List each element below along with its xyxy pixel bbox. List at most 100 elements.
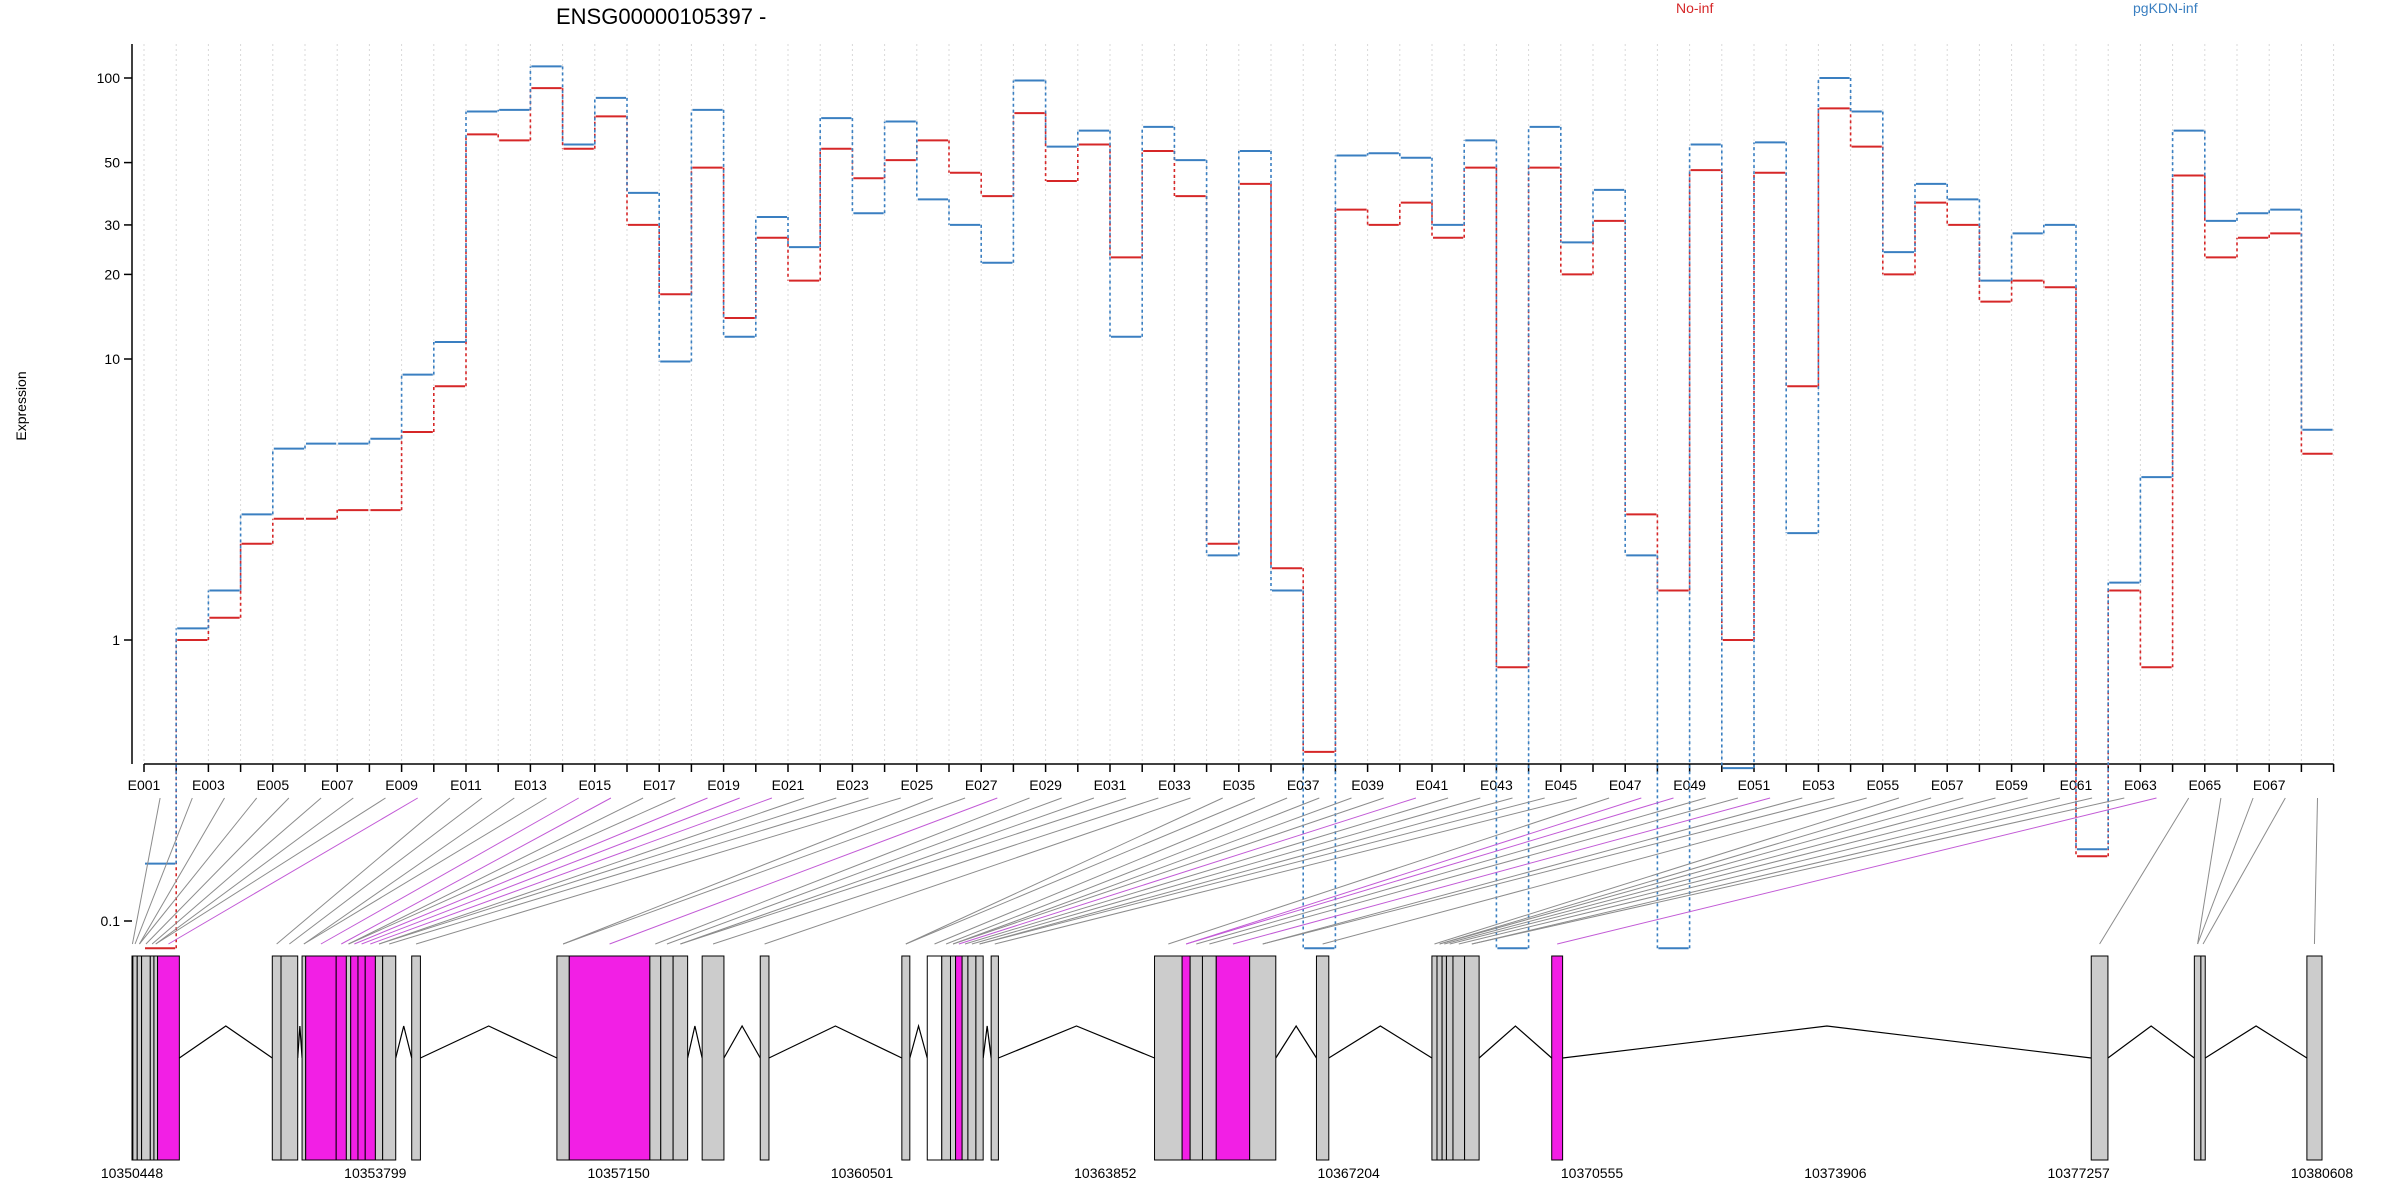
intron-line [395, 1025, 413, 1059]
intron-line [1275, 1024, 1317, 1059]
intron-line [687, 1025, 703, 1059]
exon-box [1445, 955, 1454, 1161]
genomic-coordinate-label: 10360501 [831, 1165, 894, 1181]
exon-box [280, 955, 299, 1161]
exon-box [990, 955, 999, 1161]
exon-box [1551, 955, 1564, 1161]
x-tick-label: E023 [836, 777, 869, 793]
exon-connector-line [2313, 797, 2318, 945]
intron-line [297, 1025, 303, 1059]
x-tick-label: E009 [385, 777, 418, 793]
x-tick-label: E041 [1416, 777, 1449, 793]
exon-connector-line [952, 797, 1352, 945]
exon-box [305, 955, 337, 1161]
y-tick-label: 10 [104, 351, 120, 367]
exon-box [335, 955, 347, 1161]
x-tick-label: E051 [1738, 777, 1771, 793]
exon-box [949, 955, 957, 1161]
exon-connector-line [562, 797, 966, 945]
y-tick-label: 100 [97, 70, 121, 86]
exon-connector-line [1185, 797, 1674, 945]
gene-model: 10350448 10353799 10357150 10360501 10363852… [101, 955, 2353, 1181]
exon-box [1431, 955, 1438, 1161]
exon-connector-line [979, 797, 1545, 945]
genomic-coordinate-label: 10363852 [1074, 1165, 1137, 1181]
exon-connector-line [289, 797, 483, 945]
exon-box [961, 955, 969, 1161]
exon-connector-line [155, 797, 386, 945]
x-tick-label: E045 [1544, 777, 1577, 793]
y-tick-label: 50 [104, 155, 120, 171]
x-tick-label: E039 [1351, 777, 1384, 793]
exon-connector-line [168, 797, 418, 945]
exon-box [660, 955, 674, 1161]
exon-box [132, 955, 138, 1161]
exon-connector-line [134, 797, 193, 945]
intron-line [982, 1025, 992, 1059]
y-axis-label: Expression [13, 371, 29, 440]
x-tick-label: E005 [256, 777, 289, 793]
intron-line [2107, 1025, 2195, 1059]
exon-connector-line [1557, 797, 2157, 945]
exon-box [1464, 955, 1480, 1161]
x-tick-label: E047 [1609, 777, 1642, 793]
exon-connector-line [2202, 797, 2286, 945]
exon-connector-line [320, 797, 579, 945]
intron-line [768, 1025, 903, 1059]
exon-connector-line [1262, 797, 1803, 945]
genomic-coordinate-label: 10377257 [2048, 1165, 2111, 1181]
exon-connector-line [1439, 797, 1964, 945]
exon-connector-line [1209, 797, 1739, 945]
exon-box [759, 955, 770, 1161]
exon-connector-line [971, 797, 1481, 945]
series-layer [145, 65, 2333, 950]
intron-line [179, 1025, 273, 1059]
x-tick-label: E053 [1802, 777, 1835, 793]
exon-connector-line [145, 797, 290, 945]
exon-box [955, 955, 963, 1161]
exon-connector-line [370, 797, 773, 945]
x-tick-label: E003 [192, 777, 225, 793]
intron-line [1562, 1025, 2092, 1059]
exon-connector-line [655, 797, 1030, 945]
exon-box [1315, 955, 1330, 1161]
intron-line [998, 1025, 1155, 1059]
exon-box [345, 955, 352, 1161]
exon-connector-line [1449, 797, 2028, 945]
exon-connector-line [2197, 797, 2222, 945]
exon-connector-line [348, 797, 676, 945]
exon-connector-line [1471, 797, 2093, 945]
x-tick-label: E059 [1995, 777, 2028, 793]
genomic-coordinate-label: 10357150 [588, 1165, 651, 1181]
exon-connector-line [1232, 797, 1771, 945]
intron-line [1328, 1025, 1433, 1059]
exon-connector-line [934, 797, 1288, 945]
x-tick-label: E055 [1866, 777, 1899, 793]
exon-connector-line [958, 797, 1417, 945]
exon-connector-line [764, 797, 1191, 945]
exon-connector-line [945, 797, 1320, 945]
exon-connector-line [2099, 797, 2190, 945]
exon-connector-line [952, 797, 1384, 945]
genomic-coordinate-label: 10350448 [101, 1165, 164, 1181]
exon-box [926, 955, 943, 1161]
intron-line [2204, 1025, 2308, 1059]
exon-box [649, 955, 662, 1161]
exon-connector-line [979, 797, 1513, 945]
x-tick-label: E011 [450, 777, 482, 793]
exon-box [301, 955, 307, 1161]
x-tick-label: E007 [321, 777, 354, 793]
exon-box [556, 955, 570, 1161]
genomic-coordinate-label: 10353799 [344, 1165, 407, 1181]
exon-connector-line [276, 797, 451, 945]
exon-connector-line [361, 797, 740, 945]
exon-connector-line [1471, 797, 2125, 945]
exon-connector-line [994, 797, 1578, 945]
x-tick-label: E065 [2188, 777, 2221, 793]
exon-connectors [131, 797, 2318, 945]
x-tick-label: E019 [707, 777, 740, 793]
exon-connector-line [1168, 797, 1610, 945]
exon-connector-line [2197, 797, 2254, 945]
exon-box [1441, 955, 1447, 1161]
